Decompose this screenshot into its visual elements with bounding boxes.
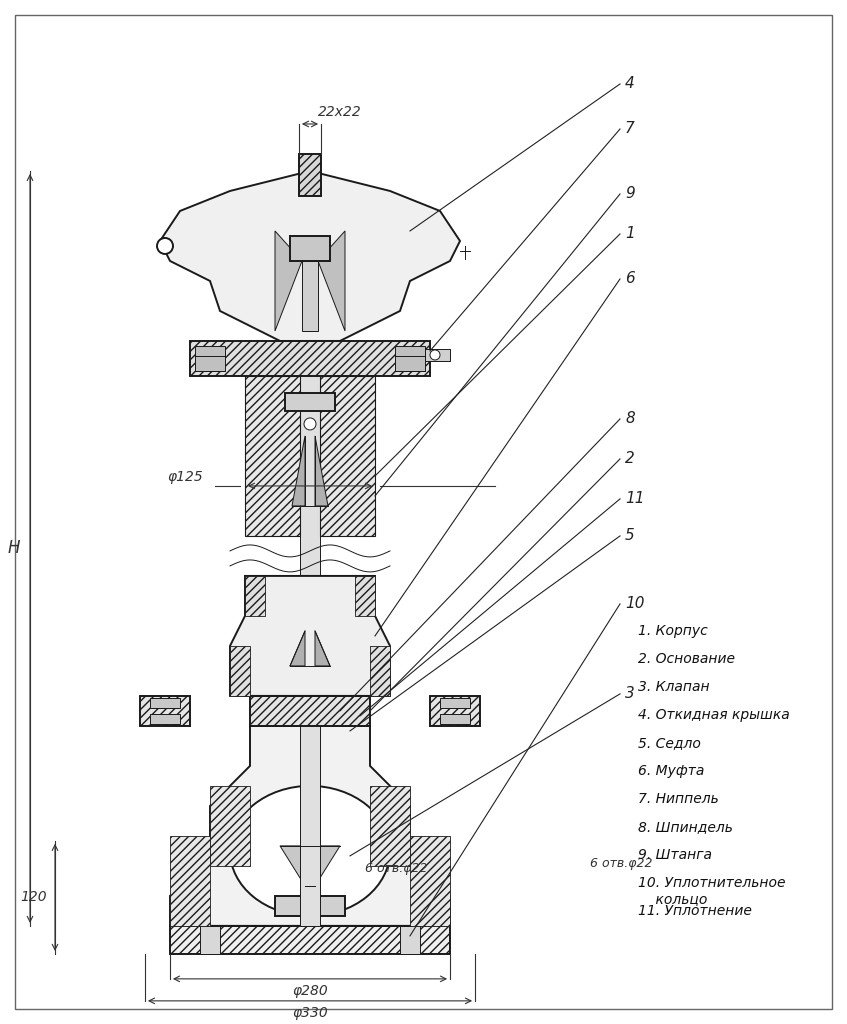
- Polygon shape: [230, 575, 390, 696]
- Text: 6 отв.φ22: 6 отв.φ22: [590, 857, 652, 870]
- Polygon shape: [275, 231, 302, 331]
- Text: 6. Муфта: 6. Муфта: [638, 764, 705, 778]
- Bar: [285, 393, 335, 411]
- Polygon shape: [315, 846, 340, 886]
- Bar: [370, 646, 390, 696]
- Bar: [299, 154, 321, 196]
- Polygon shape: [315, 436, 328, 506]
- Bar: [400, 926, 420, 954]
- Text: φ280: φ280: [292, 984, 328, 997]
- Text: 3: 3: [625, 686, 634, 701]
- Bar: [230, 646, 250, 696]
- Text: 1: 1: [625, 226, 634, 242]
- Circle shape: [304, 418, 316, 430]
- Text: 10. Уплотнительное
    кольцо: 10. Уплотнительное кольцо: [638, 876, 785, 906]
- Bar: [170, 926, 450, 954]
- Bar: [395, 346, 425, 371]
- Ellipse shape: [230, 785, 390, 915]
- Polygon shape: [280, 846, 305, 886]
- Text: 9. Штанга: 9. Штанга: [638, 848, 712, 862]
- Bar: [150, 714, 180, 724]
- Bar: [290, 236, 330, 261]
- Text: 2: 2: [625, 452, 634, 467]
- Bar: [430, 696, 480, 726]
- Text: φ125: φ125: [167, 470, 203, 484]
- Text: 7. Ниппель: 7. Ниппель: [638, 792, 719, 806]
- Text: 22x22: 22x22: [318, 105, 362, 119]
- Text: φ330: φ330: [292, 1006, 328, 1020]
- Bar: [425, 349, 450, 360]
- Text: 6: 6: [625, 271, 634, 287]
- Polygon shape: [318, 231, 345, 331]
- Bar: [150, 698, 180, 708]
- Bar: [275, 896, 345, 915]
- Text: 7: 7: [625, 122, 634, 136]
- Bar: [355, 575, 375, 615]
- Bar: [195, 346, 225, 371]
- Polygon shape: [290, 631, 305, 666]
- Polygon shape: [170, 726, 450, 926]
- Bar: [410, 836, 450, 926]
- Bar: [170, 836, 210, 926]
- Text: 2. Основание: 2. Основание: [638, 652, 735, 666]
- Text: 8. Шпиндель: 8. Шпиндель: [638, 820, 733, 834]
- Text: 11: 11: [625, 492, 645, 507]
- Bar: [190, 341, 430, 376]
- Circle shape: [157, 238, 173, 254]
- Text: 3. Клапан: 3. Клапан: [638, 680, 710, 694]
- Polygon shape: [160, 171, 460, 341]
- Bar: [250, 696, 370, 726]
- Text: 5. Седло: 5. Седло: [638, 736, 700, 750]
- Text: 4: 4: [625, 77, 634, 91]
- Text: 8: 8: [625, 412, 634, 426]
- Text: H: H: [8, 540, 20, 557]
- Bar: [440, 714, 470, 724]
- Polygon shape: [292, 436, 305, 506]
- Bar: [210, 785, 250, 866]
- Text: 6 отв.φ22: 6 отв.φ22: [365, 862, 428, 876]
- Bar: [245, 376, 300, 536]
- Text: 5: 5: [625, 528, 634, 544]
- Polygon shape: [302, 261, 318, 331]
- Bar: [300, 324, 320, 926]
- Polygon shape: [315, 631, 330, 666]
- Text: 9: 9: [625, 186, 634, 202]
- Text: 11. Уплотнение: 11. Уплотнение: [638, 904, 752, 918]
- Bar: [440, 698, 470, 708]
- Bar: [370, 785, 410, 866]
- Bar: [140, 696, 190, 726]
- Text: 10: 10: [625, 596, 645, 611]
- Text: 4. Откидная крышка: 4. Откидная крышка: [638, 708, 789, 722]
- Bar: [320, 376, 375, 536]
- Bar: [200, 926, 220, 954]
- Text: 120: 120: [20, 891, 47, 904]
- Text: 1. Корпус: 1. Корпус: [638, 624, 708, 638]
- Bar: [245, 575, 265, 615]
- Circle shape: [430, 350, 440, 360]
